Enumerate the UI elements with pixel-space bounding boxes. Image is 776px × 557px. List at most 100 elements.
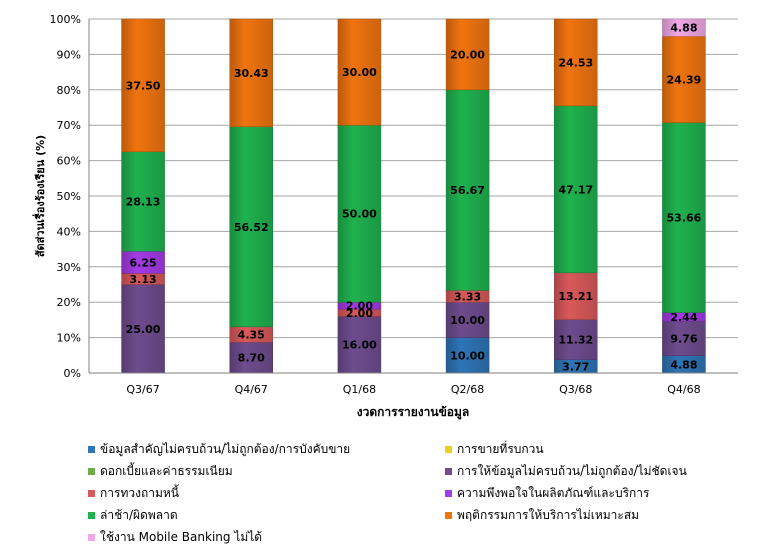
legend-label: ล่าช้า/ผิดพลาด (100, 508, 178, 522)
legend-item: การขายที่รบกวน (445, 440, 544, 459)
x-tick-label: Q3/67 (126, 383, 159, 396)
data-label: 10.00 (450, 314, 485, 327)
legend-swatch (445, 468, 452, 475)
legend-label: การขายที่รบกวน (457, 442, 544, 456)
data-label: 4.88 (670, 358, 697, 371)
y-tick-label: 50% (57, 190, 81, 203)
bar-segment (337, 124, 382, 303)
data-label: 50.00 (342, 208, 377, 221)
legend-swatch (445, 490, 452, 497)
x-tick-label: Q4/68 (667, 383, 700, 396)
data-label: 20.00 (450, 48, 485, 61)
bar-segment (229, 341, 273, 374)
legend-swatch (88, 446, 95, 453)
data-label: 24.39 (667, 73, 702, 86)
legend-swatch (445, 446, 452, 453)
y-tick-label: 80% (57, 84, 81, 97)
legend-label: ข้อมูลสำคัญไม่ครบถ้วน/ไม่ถูกต้อง/การบังค… (100, 442, 351, 456)
legend-item: การให้ข้อมูลไม่ครบถ้วน/ไม่ถูกต้อง/ไม่ชัด… (445, 462, 687, 481)
y-tick-label: 30% (57, 261, 81, 274)
data-label: 28.13 (126, 196, 161, 209)
data-label: 8.70 (238, 352, 265, 365)
legend-label: ความพึงพอใจในผลิตภัณฑ์และบริการ (457, 486, 650, 500)
y-axis-title: สัดส่วนเรื่องร้องเรียน (%) (32, 135, 47, 257)
data-label: 53.66 (667, 212, 702, 225)
legend-swatch (88, 534, 95, 541)
legend-item: การทวงถามหนี้ (88, 484, 179, 503)
chart-canvas: 25.00 3.13 6.25 28.13 37.50 8.70 4.35 56.52 30.4… (32, 13, 738, 420)
data-label: 3.13 (130, 273, 157, 286)
legend-item: ล่าช้า/ผิดพลาด (88, 506, 178, 525)
data-label: 30.00 (342, 66, 377, 79)
bar-segment (445, 301, 490, 338)
legend-swatch (88, 490, 95, 497)
legend-item: ใช้งาน Mobile Banking ไม่ได้ (88, 528, 262, 547)
legend-item: ความพึงพอใจในผลิตภัณฑ์และบริการ (445, 484, 649, 503)
x-tick-label: Q3/68 (559, 383, 592, 396)
data-label: 56.67 (450, 184, 485, 197)
x-axis-title: งวดการรายงานข้อมูล (357, 405, 470, 420)
data-label: 3.77 (562, 360, 589, 373)
bar-segment (554, 272, 598, 320)
data-labels: 25.00 3.13 6.25 28.13 37.50 8.70 4.35 56.52 30.4… (126, 22, 702, 374)
data-label: 9.76 (670, 332, 697, 345)
bar-segment (445, 89, 490, 291)
bar-segment (229, 18, 273, 127)
legend-label: ใช้งาน Mobile Banking ไม่ได้ (100, 530, 263, 544)
data-label: 13.21 (558, 290, 593, 303)
legend-swatch (445, 512, 452, 519)
bar-segment (337, 316, 382, 374)
bar-segment (662, 35, 706, 123)
data-label: 16.00 (342, 339, 377, 352)
legend-label: การทวงถามหนี้ (100, 486, 179, 500)
data-label: 24.53 (558, 56, 593, 69)
data-label: 4.35 (238, 329, 265, 342)
bar-segment (445, 337, 490, 374)
legend-swatch (88, 468, 95, 475)
legend-label: พฤติกรรมการให้บริการไม่เหมาะสม (457, 508, 640, 522)
y-tick-label: 70% (57, 119, 81, 132)
data-label: 11.32 (558, 334, 593, 347)
bar-segment (121, 151, 165, 252)
legend-item: พฤติกรรมการให้บริการไม่เหมาะสม (445, 506, 639, 525)
bar-segment (337, 18, 382, 126)
bar-segment (554, 18, 598, 107)
y-tick-label: 100% (50, 13, 81, 26)
axes: 0% 10% 20% 30% 40% 50% 60% 70% 80% 90% 100% Q3/67 Q4… (50, 13, 738, 396)
data-label: 30.43 (234, 67, 269, 80)
bar-segment (229, 126, 273, 328)
y-tick-label: 40% (57, 225, 81, 238)
gridlines (89, 18, 738, 374)
bars (121, 18, 706, 374)
legend-label: การให้ข้อมูลไม่ครบถ้วน/ไม่ถูกต้อง/ไม่ชัด… (457, 464, 687, 478)
data-label: 25.00 (126, 323, 161, 336)
data-label: 47.17 (558, 183, 593, 196)
bar-segment (121, 284, 165, 374)
bar-segment (554, 319, 598, 360)
legend-label: ดอกเบี้ยและค่าธรรมเนียม (100, 464, 233, 478)
legend-item: ข้อมูลสำคัญไม่ครบถ้วน/ไม่ถูกต้อง/การบังค… (88, 440, 350, 459)
y-tick-label: 90% (57, 48, 81, 61)
bar-segment (662, 122, 706, 313)
x-tick-label: Q2/68 (451, 383, 484, 396)
y-tick-label: 60% (57, 155, 81, 168)
bar-segment (662, 320, 706, 356)
data-label: 56.52 (234, 221, 269, 234)
legend-item: ดอกเบี้ยและค่าธรรมเนียม (88, 462, 233, 481)
bar-segment (445, 18, 490, 91)
x-tick-label: Q4/67 (235, 383, 268, 396)
data-label: 2.00 (346, 307, 373, 320)
y-tick-label: 0% (64, 367, 81, 380)
data-label: 2.00 (346, 300, 373, 313)
data-label: 37.50 (126, 79, 161, 92)
bar-segment (554, 105, 598, 274)
data-label: 10.00 (450, 349, 485, 362)
legend-swatch (88, 512, 95, 519)
bar-segment (662, 18, 706, 37)
data-label: 6.25 (130, 256, 157, 269)
y-tick-label: 10% (57, 332, 81, 345)
data-label: 2.44 (670, 311, 697, 324)
bar-segment (121, 18, 165, 152)
y-tick-label: 20% (57, 296, 81, 309)
